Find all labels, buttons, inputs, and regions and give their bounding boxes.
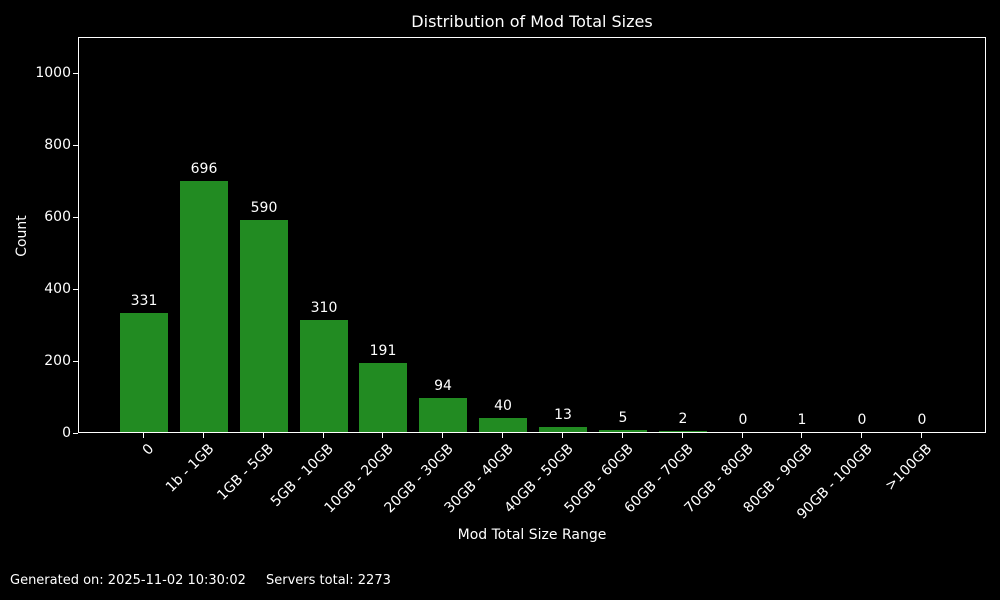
x-tick-mark <box>562 433 563 438</box>
bar <box>659 431 707 432</box>
bar-value-label: 331 <box>130 293 158 309</box>
y-tick-mark <box>73 289 78 290</box>
bar-value-label: 310 <box>310 300 338 316</box>
x-tick-mark <box>442 433 443 438</box>
x-tick-label: 1GB - 5GB <box>214 441 278 504</box>
y-tick-mark <box>73 361 78 362</box>
y-tick-label: 200 <box>44 353 71 369</box>
x-tick-label: 0 <box>139 441 158 459</box>
bar <box>539 427 587 432</box>
bar-value-label: 0 <box>917 412 927 428</box>
x-tick-mark <box>382 433 383 438</box>
x-tick-label: 1b - 1GB <box>162 441 218 496</box>
bar <box>240 220 288 432</box>
x-tick-mark <box>921 433 922 438</box>
bar-value-label: 0 <box>738 412 748 428</box>
bar-value-label: 1 <box>797 412 807 428</box>
y-tick-label: 800 <box>44 137 71 153</box>
x-tick-mark <box>502 433 503 438</box>
y-tick-label: 600 <box>44 209 71 225</box>
x-tick-mark <box>263 433 264 438</box>
x-tick-mark <box>861 433 862 438</box>
y-tick-mark <box>73 145 78 146</box>
x-tick-label: >100GB <box>882 441 936 494</box>
bar <box>359 363 407 432</box>
bar-value-label: 13 <box>554 407 572 423</box>
footer-servers-total: Servers total: 2273 <box>266 573 391 588</box>
x-axis-label: Mod Total Size Range <box>457 527 607 543</box>
bar <box>419 398 467 432</box>
bar <box>599 430 647 432</box>
bar-value-label: 590 <box>250 200 278 216</box>
y-axis-label: Count <box>14 215 30 257</box>
bar-value-label: 0 <box>857 412 867 428</box>
x-tick-mark <box>203 433 204 438</box>
y-tick-mark <box>73 73 78 74</box>
x-tick-mark <box>682 433 683 438</box>
y-tick-label: 1000 <box>35 65 71 81</box>
x-tick-mark <box>742 433 743 438</box>
x-tick-mark <box>622 433 623 438</box>
y-tick-mark <box>73 433 78 434</box>
footer-generated-on: Generated on: 2025-11-02 10:30:02 <box>10 573 246 588</box>
chart-title: Distribution of Mod Total Sizes <box>411 12 653 31</box>
bar-value-label: 191 <box>369 343 397 359</box>
plot-area: 331 696 590 310 191 94 40 13 5 2 0 1 0 0 <box>78 37 986 433</box>
bar <box>180 181 228 432</box>
bar-value-label: 40 <box>494 398 512 414</box>
bar <box>479 418 527 432</box>
y-tick-label: 0 <box>62 425 71 441</box>
bar-value-label: 94 <box>434 378 452 394</box>
bar <box>300 320 348 432</box>
y-tick-label: 400 <box>44 281 71 297</box>
bar <box>120 313 168 432</box>
y-tick-mark <box>73 217 78 218</box>
bar-value-label: 2 <box>678 411 688 427</box>
x-tick-mark <box>323 433 324 438</box>
footer: Generated on: 2025-11-02 10:30:02 Server… <box>10 572 391 590</box>
x-tick-mark <box>801 433 802 438</box>
bar-value-label: 696 <box>190 161 218 177</box>
bar-value-label: 5 <box>618 410 628 426</box>
x-tick-mark <box>143 433 144 438</box>
